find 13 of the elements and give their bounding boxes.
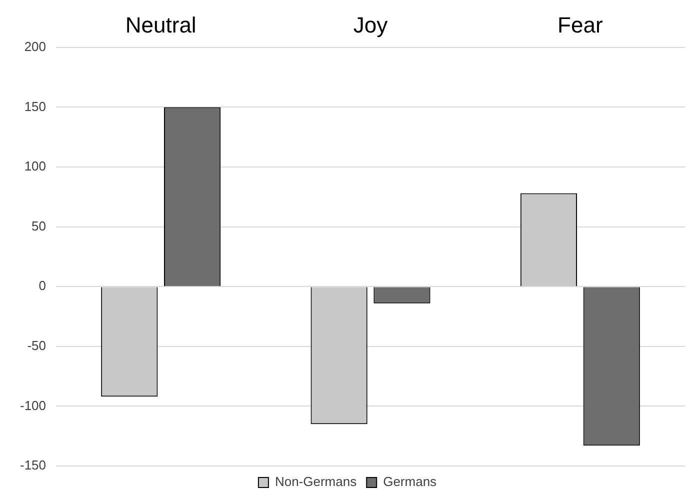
y-tick-label: -50 [27, 338, 46, 353]
y-tick-label: 50 [32, 218, 46, 234]
x-tick-label: Joy [353, 12, 388, 38]
legend-label: Germans [383, 474, 438, 490]
y-tick-label: 150 [24, 98, 46, 114]
x-tick-label: Fear [558, 12, 603, 38]
y-tick-label: 200 [24, 38, 46, 54]
y-tick-label: 0 [38, 278, 46, 294]
legend-label: Non-Germans [274, 474, 358, 490]
y-tick-label: 100 [24, 158, 46, 174]
y-tick-label: -150 [20, 458, 46, 473]
y-tick-label: -100 [20, 398, 46, 413]
x-tick-label: Neutral [125, 12, 196, 38]
